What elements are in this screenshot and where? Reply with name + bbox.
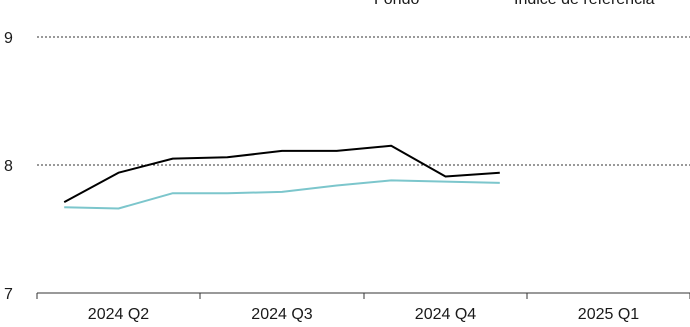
- series-line-indice: [64, 179, 500, 210]
- grid-lines: [37, 36, 690, 166]
- legend-label-fondo: Fondo: [374, 0, 419, 8]
- y-tick-label: 9: [4, 30, 13, 47]
- y-tick-label: 7: [4, 286, 13, 303]
- legend-label-indice: Indice de referencia: [514, 0, 655, 8]
- x-axis: 2024 Q2 2024 Q3 2024 Q4 2025 Q1: [36, 292, 690, 323]
- x-tick-label: 2024 Q3: [251, 306, 312, 323]
- x-tick-label: 2024 Q4: [415, 306, 476, 323]
- x-tick-label: 2025 Q1: [578, 306, 639, 323]
- series-line-fondo: [63, 144, 500, 203]
- y-axis-ticks: 7 8 9: [4, 30, 13, 303]
- legend: Fondo Indice de referencia: [374, 0, 655, 8]
- x-tick-label: 2024 Q2: [88, 306, 149, 323]
- series-lines: [63, 144, 500, 210]
- y-tick-label: 8: [4, 158, 13, 175]
